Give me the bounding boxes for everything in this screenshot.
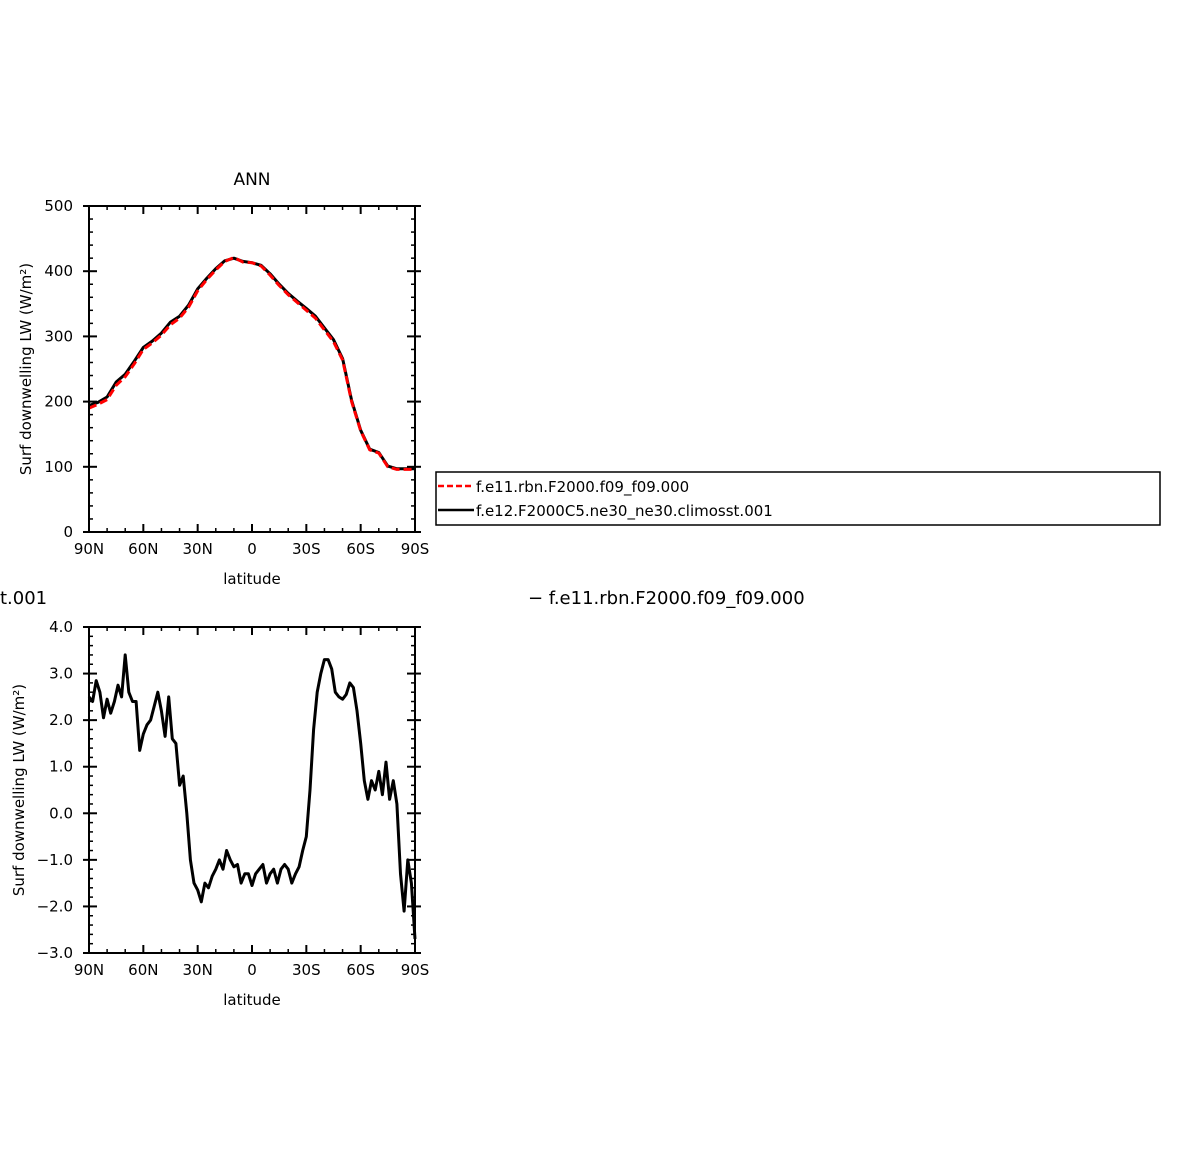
bottom-plot-frame <box>88 626 416 954</box>
bottom-header-right: − f.e11.rbn.F2000.f09_f09.000 <box>528 588 805 609</box>
x-tick-label: 30S <box>292 540 321 558</box>
bottom-y-axis-label: Surf downwelling LW (W/m²) <box>10 684 28 896</box>
x-tick-label: 30N <box>183 961 213 979</box>
x-tick-label: 90S <box>401 961 430 979</box>
y-tick-label: 100 <box>44 458 73 476</box>
y-tick-label: 1.0 <box>49 758 73 776</box>
legend: f.e11.rbn.F2000.f09_f09.000 f.e12.F2000C… <box>435 471 1161 526</box>
x-tick-label: 0 <box>247 540 257 558</box>
y-tick-label: −2.0 <box>37 897 73 915</box>
series-line-2 <box>88 256 415 471</box>
top-panel-series <box>88 256 415 471</box>
y-tick-label: −3.0 <box>37 944 73 962</box>
y-tick-label: 400 <box>44 262 73 280</box>
top-plot-frame <box>88 205 416 533</box>
y-tick-label: 500 <box>44 197 73 215</box>
top-panel: ANN 90N 60N 30N 0 30S 60S 90S0100200300400500 … <box>17 170 429 588</box>
bottom-header-left: t.001 <box>0 588 47 609</box>
x-tick-label: 30N <box>183 540 213 558</box>
y-tick-label: 200 <box>44 393 73 411</box>
legend-box <box>435 471 1161 526</box>
top-y-axis-label: Surf downwelling LW (W/m²) <box>17 263 35 475</box>
y-tick-label: 0 <box>63 523 73 541</box>
x-tick-label: 60N <box>128 540 158 558</box>
x-tick-label: 0 <box>247 961 257 979</box>
y-tick-label: 2.0 <box>49 711 73 729</box>
bottom-panel: 90N 60N 30N 0 30S 60S 90S 4.0 3.0 2.0 1.0 0.0 −1.0 −2… <box>10 618 429 1009</box>
chart-title: ANN <box>233 170 270 190</box>
bottom-x-axis-label: latitude <box>223 991 281 1009</box>
legend-label-series-1: f.e11.rbn.F2000.f09_f09.000 <box>476 478 689 497</box>
x-tick-label: 90S <box>401 540 430 558</box>
y-tick-label: −1.0 <box>37 851 73 869</box>
legend-label-series-2: f.e12.F2000C5.ne30_ne30.climosst.001 <box>476 502 773 521</box>
y-tick-label: 4.0 <box>49 618 73 636</box>
x-tick-label: 90N <box>74 540 104 558</box>
x-tick-label: 60S <box>346 540 375 558</box>
bottom-panel-series <box>87 653 417 940</box>
y-tick-label: 0.0 <box>49 804 73 822</box>
x-tick-label: 60N <box>128 961 158 979</box>
bottom-panel-ticks: 90N 60N 30N 0 30S 60S 90S 4.0 3.0 2.0 1.0 0.0 −1.0 −2… <box>37 618 430 979</box>
y-tick-label: 300 <box>44 327 73 345</box>
top-panel-ticks: 90N 60N 30N 0 30S 60S 90S 0 100 200 300 400 500 <box>44 197 429 558</box>
x-tick-label: 60S <box>346 961 375 979</box>
top-x-axis-label: latitude <box>223 570 281 588</box>
y-tick-label: 3.0 <box>49 665 73 683</box>
x-tick-label: 30S <box>292 961 321 979</box>
x-tick-label: 90N <box>74 961 104 979</box>
series-line-1 <box>88 256 415 471</box>
series-line-1 <box>87 653 417 940</box>
